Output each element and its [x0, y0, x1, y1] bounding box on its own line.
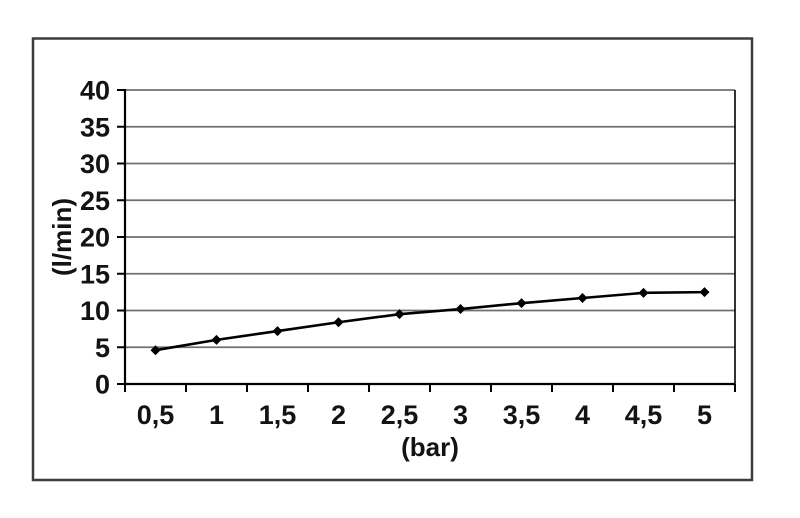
- data-point-marker: [577, 293, 588, 304]
- y-tick-label: 5: [95, 333, 110, 363]
- data-point-marker: [272, 326, 283, 337]
- data-point-marker: [333, 317, 344, 328]
- chart-frame: [31, 37, 754, 482]
- y-tick-label: 0: [95, 370, 110, 400]
- series-line: [155, 290, 705, 352]
- y-tick-label: 30: [80, 149, 110, 179]
- x-tick-label: 3,5: [503, 400, 541, 430]
- y-axis-title: (l/min): [47, 198, 77, 276]
- x-tick-label: 1,5: [259, 400, 297, 430]
- x-tick-label: 2,5: [381, 400, 419, 430]
- y-tick-label: 10: [80, 296, 110, 326]
- x-tick-label: 1: [209, 400, 224, 430]
- data-point-marker: [638, 287, 649, 298]
- y-tick-label: 25: [80, 186, 110, 216]
- data-point-marker: [455, 304, 466, 315]
- data-point-marker: [211, 334, 222, 345]
- x-tick-label: 2: [331, 400, 346, 430]
- data-point-marker: [516, 298, 527, 309]
- y-tick-label: 40: [80, 76, 110, 106]
- x-axis-title: (bar): [401, 432, 459, 462]
- plot-area: 0 5 10 15 20 25 30 35 40 0,5 1 1,5 2 2,5 3 3,5 4 4,5 5: [80, 76, 736, 430]
- y-tick-label: 15: [80, 259, 110, 289]
- data-point-marker: [394, 309, 405, 320]
- x-tick-label: 0,5: [137, 400, 175, 430]
- x-tick-label: 4,5: [625, 400, 663, 430]
- y-tick-label: 35: [80, 112, 110, 142]
- data-point-marker: [699, 287, 710, 298]
- y-tick-label: 20: [80, 223, 110, 253]
- x-tick-label: 5: [697, 400, 712, 430]
- x-tick-label: 3: [453, 400, 468, 430]
- data-point-marker: [150, 345, 161, 356]
- x-tick-label: 4: [575, 400, 590, 430]
